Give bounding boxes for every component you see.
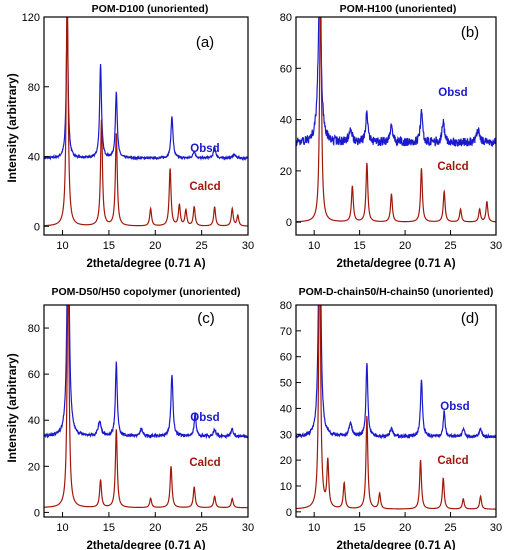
x-axis-label: 2theta/degree (0.71 A) [336, 258, 455, 270]
plot-frame [295, 16, 497, 236]
chart-panel-a: Obsd Calcd 10 15 20 25 30 0 40 80 120 POM-D100 (uno… [5, 3, 254, 270]
plot-frame [295, 304, 497, 518]
panel-label: (a) [196, 34, 214, 51]
series-label-obsd: Obsd [440, 401, 469, 413]
series-label-calcd: Calcd [437, 161, 468, 173]
plot-frame [43, 16, 249, 236]
chart-title: POM-H100 (unoriented) [340, 3, 457, 15]
y-tick-label: 50 [280, 378, 292, 390]
x-tick-label: 10 [56, 240, 68, 252]
x-tick-label: 25 [196, 522, 208, 534]
series-label-obsd: Obsd [190, 143, 219, 155]
x-tick-label: 20 [149, 240, 161, 252]
x-tick-label: 10 [308, 240, 320, 252]
x-tick-label: 30 [490, 522, 502, 534]
x-tick-label: 25 [444, 240, 456, 252]
series-label-calcd: Calcd [437, 455, 468, 467]
series-line-calcd [296, 305, 496, 510]
x-tick-label: 15 [103, 522, 115, 534]
series-line-calcd [44, 305, 248, 509]
panel-label: (c) [197, 310, 215, 327]
y-tick-label: 60 [280, 352, 292, 364]
y-tick-label: 20 [280, 455, 292, 467]
series-line-obsd [296, 305, 496, 440]
y-tick-label: 40 [28, 415, 40, 427]
chart-title: POM-D50/H50 copolymer (unoriented) [51, 286, 240, 298]
series-label-obsd: Obsd [190, 412, 219, 424]
y-tick-label: 0 [34, 221, 40, 233]
series-line-calcd [44, 17, 248, 227]
y-tick-label: 20 [28, 461, 40, 473]
x-tick-label: 30 [242, 522, 254, 534]
chart-title: POM-D-chain50/H-chain50 (unoriented) [299, 286, 494, 298]
x-axis-label: 2theta/degree (0.71 A) [86, 258, 205, 270]
x-axis-label: 2theta/degree (0.71 A) [86, 540, 205, 550]
x-tick-label: 10 [308, 522, 320, 534]
x-axis-label: 2theta/degree (0.71 A) [336, 540, 455, 550]
y-tick-label: 0 [286, 507, 292, 519]
series-label-calcd: Calcd [189, 181, 220, 193]
x-tick-label: 30 [490, 240, 502, 252]
y-tick-label: 40 [28, 152, 40, 164]
y-tick-label: 80 [280, 12, 292, 24]
series-line-obsd [296, 17, 496, 148]
chart-title: POM-D100 (unoriented) [92, 3, 209, 15]
series-label-calcd: Calcd [189, 457, 220, 469]
y-tick-label: 70 [280, 326, 292, 338]
x-tick-label: 20 [149, 522, 161, 534]
panel-label: (d) [461, 310, 479, 327]
y-tick-label: 80 [28, 323, 40, 335]
y-tick-label: 0 [34, 507, 40, 519]
y-tick-label: 30 [280, 429, 292, 441]
x-tick-label: 25 [196, 240, 208, 252]
x-tick-label: 10 [56, 522, 68, 534]
x-tick-label: 30 [242, 240, 254, 252]
y-tick-label: 120 [22, 12, 40, 24]
y-tick-label: 80 [28, 82, 40, 94]
chart-panel-d: Obsd Calcd 10 15 20 25 30 0 10 20 30 40 50 60 70 80 POM-… [280, 286, 502, 550]
y-tick-label: 10 [280, 481, 292, 493]
y-axis-label: Intensity (arbitrary) [5, 73, 19, 182]
x-tick-label: 15 [354, 522, 366, 534]
x-tick-label: 25 [444, 522, 456, 534]
panel-label: (b) [461, 24, 479, 41]
series-label-obsd: Obsd [438, 87, 467, 99]
x-tick-label: 15 [354, 240, 366, 252]
y-tick-label: 60 [280, 63, 292, 75]
y-tick-label: 0 [286, 217, 292, 229]
chart-panel-c: Obsd Calcd 10 15 20 25 30 0 20 40 60 80 POM-D50/H50 … [5, 286, 254, 550]
y-tick-label: 80 [280, 300, 292, 312]
x-tick-label: 20 [399, 522, 411, 534]
y-tick-label: 60 [28, 369, 40, 381]
y-tick-label: 40 [280, 403, 292, 415]
plot-frame [43, 304, 249, 518]
series-line-obsd [44, 19, 248, 162]
series-line-obsd [44, 305, 248, 440]
series-line-calcd [296, 17, 496, 223]
x-tick-label: 20 [399, 240, 411, 252]
y-tick-label: 20 [280, 166, 292, 178]
chart-panel-b: Obsd Calcd 10 15 20 25 30 0 20 40 60 80 POM-H100 (un… [280, 3, 502, 270]
y-tick-label: 40 [280, 115, 292, 127]
x-tick-label: 15 [103, 240, 115, 252]
y-axis-label: Intensity (arbitrary) [5, 353, 19, 462]
